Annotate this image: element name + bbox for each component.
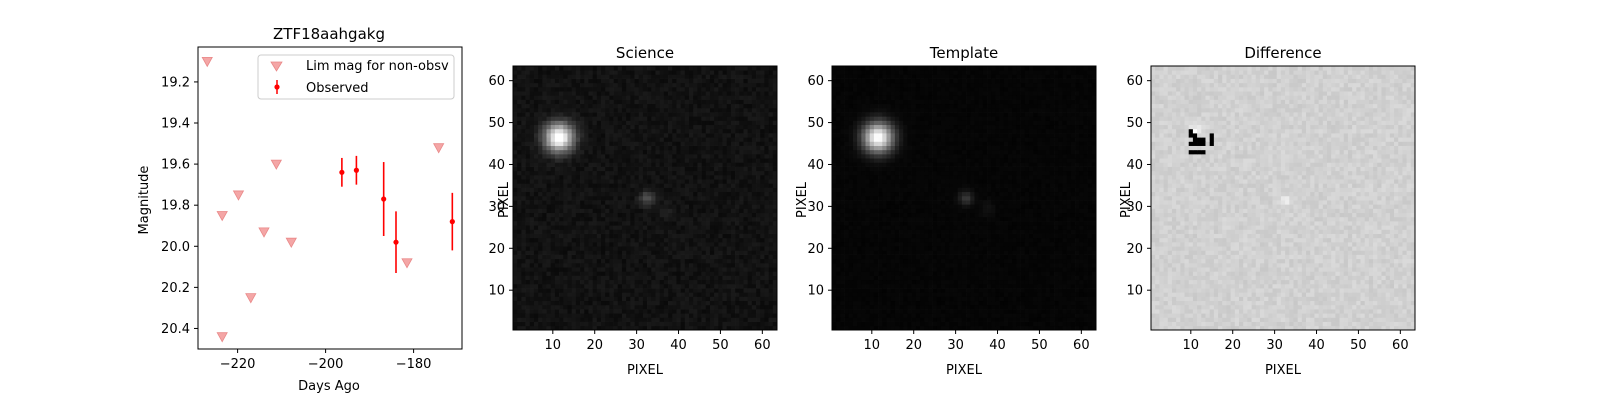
science-image: 10 20 30 40 50 60 10 20 30 40 50 60 xyxy=(488,65,778,353)
legend-label-limmag: Lim mag for non-obsv xyxy=(306,59,449,74)
x-tick-label: 10 xyxy=(1183,338,1200,353)
template-title: Template xyxy=(929,44,998,62)
y-tick-label: 50 xyxy=(1126,116,1143,131)
limmag-point xyxy=(216,211,228,222)
x-tick-label: 20 xyxy=(586,338,603,353)
x-tick-label: −200 xyxy=(308,357,344,372)
y-tick-label: 20 xyxy=(1126,242,1143,257)
template-image: 10 20 30 40 50 60 10 20 30 40 50 60 xyxy=(807,65,1097,353)
limmag-point xyxy=(258,227,270,238)
y-tick-label: 30 xyxy=(1126,200,1143,215)
x-tick-label: 10 xyxy=(545,338,562,353)
science-xlabel: PIXEL xyxy=(627,363,664,378)
template-ylabel: PIXEL xyxy=(795,181,810,218)
image-axes-frame xyxy=(512,65,778,331)
observed-point xyxy=(393,239,399,245)
legend-label-observed: Observed xyxy=(306,81,369,96)
legend-frame xyxy=(257,54,455,100)
science-ylabel: PIXEL xyxy=(497,181,512,218)
y-tick-label: 60 xyxy=(488,74,505,89)
y-tick-label: 19.8 xyxy=(161,199,190,214)
x-tick-label: 40 xyxy=(670,338,687,353)
science-panel: Science 10 20 30 40 50 60 10 20 30 40 50 60 PIXEL P… xyxy=(488,44,778,378)
x-tick-label: 40 xyxy=(1308,338,1325,353)
image-pixels xyxy=(832,66,1097,331)
y-tick-label: 10 xyxy=(488,284,505,299)
y-tick-label: 20 xyxy=(807,242,824,257)
y-tick-label: 19.6 xyxy=(161,158,190,173)
x-tick-label: −220 xyxy=(220,357,256,372)
limmag-point xyxy=(232,190,245,201)
y-tick-label: 10 xyxy=(1126,284,1143,299)
x-tick-label: 60 xyxy=(754,338,771,353)
y-tick-label: 50 xyxy=(807,116,824,131)
y-tick-label: 20.2 xyxy=(161,281,190,296)
difference-panel: Difference 10 20 30 40 50 60 10 20 30 40 50 60 PIXE… xyxy=(1119,44,1416,378)
x-tick-label: 60 xyxy=(1392,338,1409,353)
observed-point xyxy=(353,167,359,173)
y-tick-label: 30 xyxy=(807,200,824,215)
legend-triangle-marker xyxy=(270,61,283,72)
lightcurve-plot-area: −220 −200 −180 19.2 19.4 19.6 19.8 20.0 20.2 20.4 xyxy=(161,46,463,372)
difference-xlabel: PIXEL xyxy=(1265,363,1302,378)
y-tick-label: 20.0 xyxy=(161,240,190,255)
y-tick-label: 10 xyxy=(807,284,824,299)
lightcurve-legend: Lim mag for non-obsv Observed xyxy=(257,54,455,100)
image-axes-frame xyxy=(1150,65,1416,331)
y-tick-label: 19.2 xyxy=(161,75,190,90)
y-tick-label: 20.4 xyxy=(161,322,190,337)
observed-point xyxy=(339,169,345,175)
limmag-point xyxy=(433,143,445,154)
y-tick-label: 40 xyxy=(1126,158,1143,173)
x-tick-label: 20 xyxy=(1224,338,1241,353)
y-tick-label: 30 xyxy=(488,200,505,215)
limmag-point xyxy=(270,159,282,170)
y-tick-label: 40 xyxy=(807,158,824,173)
science-title: Science xyxy=(616,44,674,62)
lightcurve-axes-frame xyxy=(197,46,463,350)
x-tick-label: 50 xyxy=(1031,338,1048,353)
x-tick-label: 50 xyxy=(712,338,729,353)
x-tick-label: 60 xyxy=(1073,338,1090,353)
y-tick-label: 19.4 xyxy=(161,117,190,132)
x-tick-label: 50 xyxy=(1350,338,1367,353)
difference-ylabel: PIXEL xyxy=(1119,181,1134,218)
limmag-point xyxy=(401,258,413,269)
lightcurve-panel: ZTF18aahgakg −220 −200 −180 19.2 19.4 19.6 19.… xyxy=(137,25,463,394)
lightcurve-xlabel: Days Ago xyxy=(298,379,360,394)
x-tick-label: −180 xyxy=(396,357,432,372)
y-tick-label: 40 xyxy=(488,158,505,173)
limmag-point xyxy=(285,237,297,248)
x-tick-label: 30 xyxy=(628,338,645,353)
y-tick-label: 50 xyxy=(488,116,505,131)
x-tick-label: 30 xyxy=(947,338,964,353)
limmag-point xyxy=(245,293,257,304)
template-xlabel: PIXEL xyxy=(946,363,983,378)
lightcurve-title: ZTF18aahgakg xyxy=(273,25,385,43)
image-pixels xyxy=(513,66,778,331)
lightcurve-ylabel: Magnitude xyxy=(137,166,152,235)
legend-point-marker xyxy=(274,84,280,90)
y-tick-label: 60 xyxy=(1126,74,1143,89)
observed-point xyxy=(381,196,387,202)
x-tick-label: 10 xyxy=(864,338,881,353)
difference-image: 10 20 30 40 50 60 10 20 30 40 50 60 xyxy=(1126,65,1416,353)
image-axes-frame xyxy=(831,65,1097,331)
x-tick-label: 30 xyxy=(1266,338,1283,353)
limmag-point xyxy=(201,56,213,68)
difference-title: Difference xyxy=(1244,44,1321,62)
x-tick-label: 40 xyxy=(989,338,1006,353)
image-pixels xyxy=(1151,66,1416,331)
observed-point xyxy=(449,219,455,225)
y-tick-label: 20 xyxy=(488,242,505,257)
y-tick-label: 60 xyxy=(807,74,824,89)
limmag-point xyxy=(216,332,228,343)
x-tick-label: 20 xyxy=(905,338,922,353)
